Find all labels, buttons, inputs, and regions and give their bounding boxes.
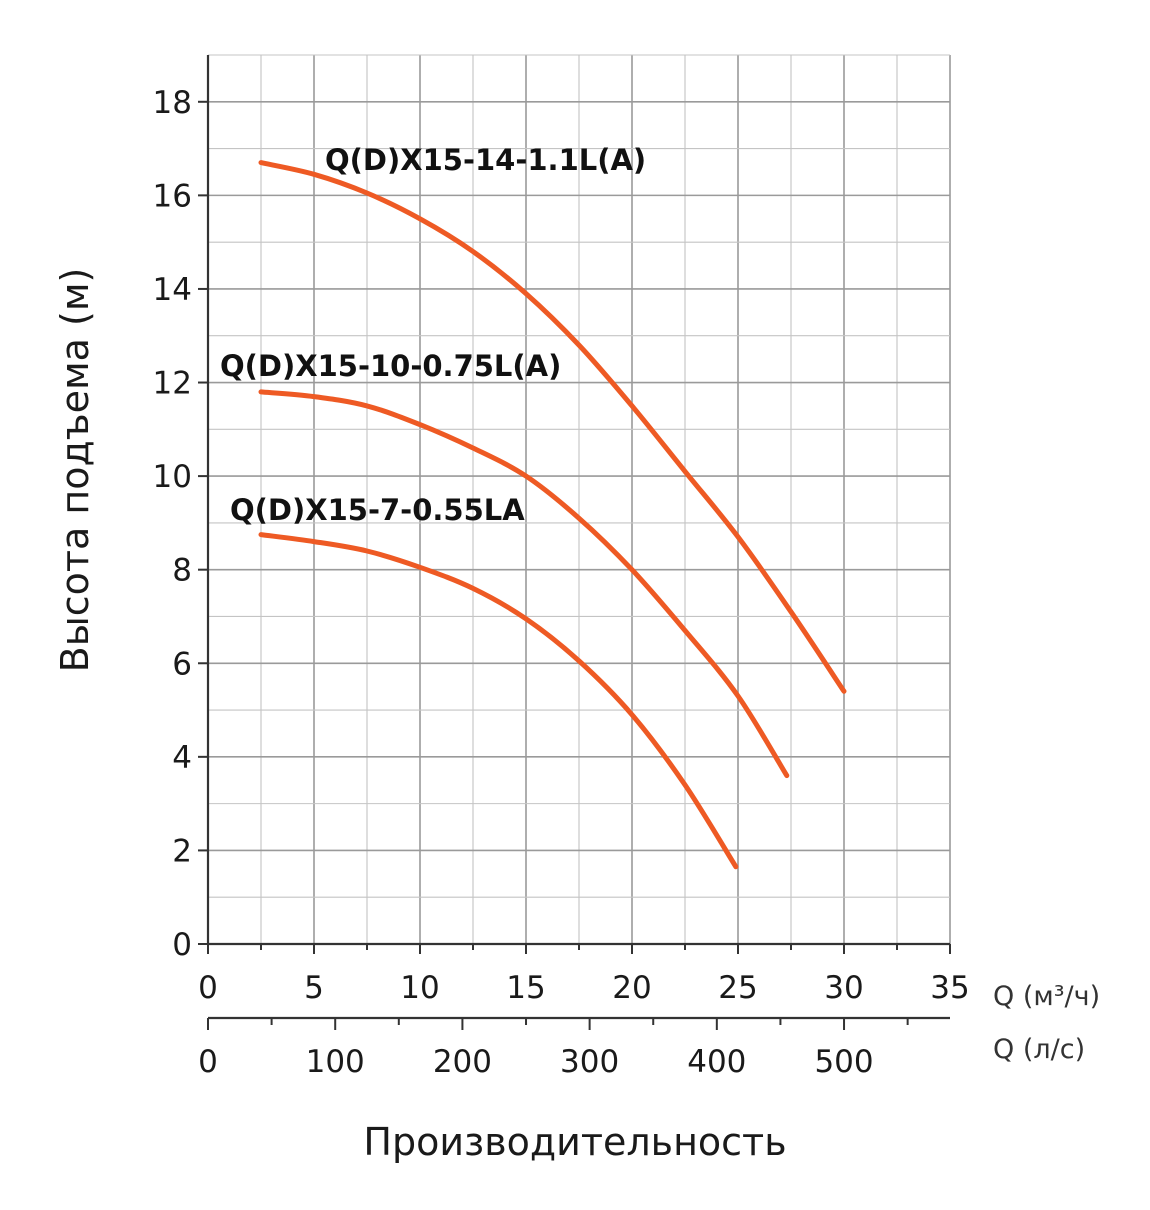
y-tick-label: 12 (153, 366, 192, 402)
y-tick-label: 10 (153, 459, 192, 495)
x-tick-label: 25 (718, 970, 757, 1006)
series-curve (258, 160, 847, 694)
y-tick-label: 0 (172, 927, 192, 963)
y-tick-label: 16 (153, 178, 192, 214)
axes (198, 55, 951, 1030)
grid (208, 54, 951, 944)
x-axis-title: Производительность (363, 1120, 786, 1164)
x2-tick-label: 0 (198, 1044, 218, 1080)
tick-labels: 0 2 4 6 8 10 12 14 16 18 0 5 10 15 20 25 30 35 0 100 200 300 4… (153, 85, 970, 1080)
y-tick-label: 4 (172, 740, 192, 776)
x-tick-label: 15 (506, 970, 545, 1006)
series-curve (258, 389, 790, 779)
series-curve (258, 532, 739, 870)
series-label: Q(D)X15-7-0.55LA (230, 493, 525, 527)
x-tick-label: 35 (930, 970, 969, 1006)
x-tick-label: 30 (824, 970, 863, 1006)
x-unit-label: Q (м³/ч) (993, 981, 1100, 1012)
x2-tick-label: 500 (814, 1044, 873, 1080)
series-label: Q(D)X15-14-1.1L(A) (325, 143, 646, 177)
series-curves (258, 160, 847, 870)
x2-tick-label: 100 (306, 1044, 365, 1080)
x-tick-label: 10 (400, 970, 439, 1006)
x2-tick-label: 300 (560, 1044, 619, 1080)
y-tick-label: 18 (153, 85, 192, 121)
x-tick-label: 5 (304, 970, 324, 1006)
y-tick-label: 8 (172, 553, 192, 589)
y-tick-label: 6 (172, 646, 192, 682)
x2-tick-label: 200 (433, 1044, 492, 1080)
y-tick-label: 14 (153, 272, 192, 308)
series-labels: Q(D)X15-14-1.1L(A) Q(D)X15-10-0.75L(A) Q(D… (220, 143, 646, 527)
x2-unit-label: Q (л/с) (993, 1034, 1085, 1065)
y-tick-label: 2 (172, 833, 192, 869)
x2-tick-label: 400 (687, 1044, 746, 1080)
series-label: Q(D)X15-10-0.75L(A) (220, 349, 561, 383)
y-axis-title: Высота подъема (м) (53, 268, 97, 673)
x-tick-label: 20 (612, 970, 651, 1006)
x-tick-label: 0 (198, 970, 218, 1006)
